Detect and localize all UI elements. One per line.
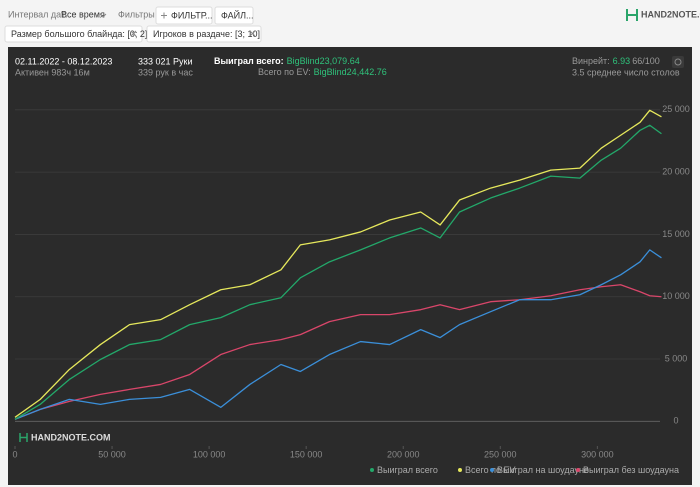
filters-label: Фильтры: bbox=[118, 9, 157, 19]
hands: 333 021 Руки bbox=[138, 56, 193, 66]
series-line bbox=[14, 249, 662, 420]
won-value: BigBlind23,079.64 bbox=[287, 56, 360, 66]
ev-label: Всего по EV: bbox=[258, 67, 311, 77]
x-tick-label: 50 000 bbox=[98, 449, 126, 459]
x-tick-label: 300 000 bbox=[581, 449, 614, 459]
ev-total: Всего по EV: BigBlind24,442.76 bbox=[258, 67, 387, 77]
legend-label: Выиграл на шоудауне bbox=[497, 465, 589, 475]
won-label: Выиграл всего: bbox=[214, 56, 284, 66]
watermark: HAND2NOTE.COM bbox=[31, 432, 111, 442]
legend-dot bbox=[370, 468, 374, 472]
won-total: Выиграл всего: BigBlind23,079.64 bbox=[214, 56, 360, 66]
chart-panel bbox=[8, 47, 692, 485]
y-tick-label: 5 000 bbox=[665, 353, 688, 363]
date-select[interactable]: Все время bbox=[61, 9, 105, 19]
winrate-label: Винрейт: bbox=[572, 56, 610, 66]
chip-text: Игроков в раздаче: [3; 10] bbox=[153, 29, 260, 39]
date-range: 02.11.2022 - 08.12.2023 bbox=[15, 56, 112, 66]
logo-text: HAND2NOTE.COM bbox=[641, 9, 700, 19]
chip-text: Размер большого блайнда: [0; 2] bbox=[11, 29, 147, 39]
legend-dot bbox=[490, 468, 494, 472]
chip[interactable] bbox=[4, 25, 143, 43]
avg-tables: 3.5 среднее число столов bbox=[572, 67, 680, 77]
x-tick-label: 150 000 bbox=[290, 449, 323, 459]
series-line bbox=[14, 109, 662, 418]
date-label: Интервал дат: bbox=[8, 9, 68, 19]
hands-per-hour: 339 рук в час bbox=[138, 67, 193, 77]
settings-icon[interactable] bbox=[674, 58, 682, 66]
logo-icon bbox=[626, 9, 638, 21]
x-tick-label: 100 000 bbox=[193, 449, 226, 459]
y-tick-label: 10 000 bbox=[662, 291, 690, 301]
watermark-icon bbox=[19, 433, 28, 442]
file-button-text[interactable]: ФАЙЛ... bbox=[221, 9, 254, 20]
settings-button[interactable] bbox=[672, 56, 684, 68]
x-tick-label: 0 bbox=[12, 449, 17, 459]
plus-icon[interactable] bbox=[161, 12, 167, 19]
legend-label: Выиграл без шоудауна bbox=[583, 465, 679, 475]
series-line bbox=[14, 284, 662, 420]
chip[interactable] bbox=[146, 25, 262, 43]
legend-label: Выиграл всего bbox=[377, 465, 438, 475]
y-tick-label: 15 000 bbox=[662, 229, 690, 239]
chip-close[interactable] bbox=[130, 30, 137, 37]
filter-button[interactable] bbox=[155, 6, 213, 25]
y-tick-label: 25 000 bbox=[662, 104, 690, 114]
dropdown-icon[interactable] bbox=[99, 13, 107, 18]
winrate-value: 6.93 bbox=[613, 56, 631, 66]
y-tick-label: 0 bbox=[673, 416, 678, 426]
legend-dot bbox=[576, 468, 580, 472]
x-tick-label: 200 000 bbox=[387, 449, 420, 459]
x-tick-label: 250 000 bbox=[484, 449, 517, 459]
series-line bbox=[14, 124, 662, 420]
winrate-unit: 66/100 bbox=[632, 56, 660, 66]
chip-close[interactable] bbox=[249, 30, 256, 37]
winrate: Винрейт: 6.93 66/100 bbox=[572, 56, 660, 66]
legend-dot bbox=[458, 468, 462, 472]
active-time: Активен 983ч 16м bbox=[15, 67, 90, 77]
ev-value: BigBlind24,442.76 bbox=[314, 67, 387, 77]
y-tick-label: 20 000 bbox=[662, 167, 690, 177]
filter-button-text[interactable]: ФИЛЬТР... bbox=[171, 10, 213, 20]
file-button[interactable] bbox=[214, 6, 254, 25]
